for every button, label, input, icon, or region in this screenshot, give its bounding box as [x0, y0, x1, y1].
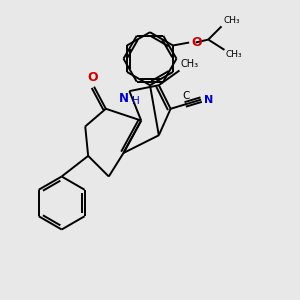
Text: H: H — [132, 96, 140, 106]
Text: N: N — [119, 92, 129, 105]
Text: C: C — [183, 91, 190, 100]
Text: CH₃: CH₃ — [226, 50, 243, 59]
Text: N: N — [204, 95, 213, 105]
Text: O: O — [87, 71, 98, 84]
Text: CH₃: CH₃ — [181, 59, 199, 69]
Text: O: O — [191, 36, 202, 49]
Text: CH₃: CH₃ — [223, 16, 240, 25]
